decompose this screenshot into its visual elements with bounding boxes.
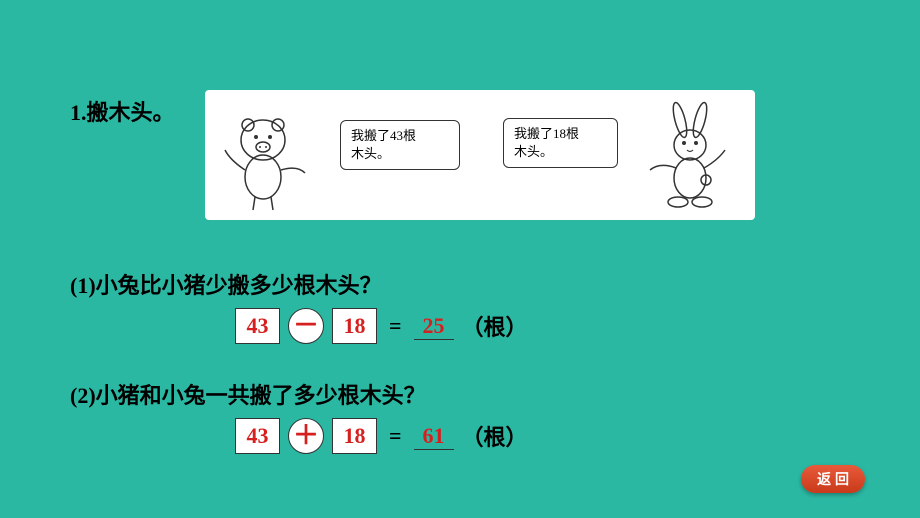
q1-operator: － [288, 308, 324, 344]
q2-result: 61 [414, 423, 454, 450]
rabbit-character [620, 100, 740, 215]
q1-equals: = [389, 313, 402, 339]
q2-unit: （根） [462, 420, 528, 452]
pig-speech-text-2: 木头。 [351, 145, 449, 163]
q2-operand2: 18 [332, 418, 377, 454]
q2-operand1: 43 [235, 418, 280, 454]
illustration-panel: 我搬了43根 木头。 我搬了18根 木头。 [205, 90, 755, 220]
q2-operator: ＋ [288, 418, 324, 454]
return-button[interactable]: 返 回 [801, 465, 865, 493]
q2-equals: = [389, 423, 402, 449]
equation-2: 43 ＋ 18 = 61 （根） [235, 418, 528, 454]
pig-speech-bubble: 我搬了43根 木头。 [340, 120, 460, 170]
rabbit-speech-text-1: 我搬了18根 [514, 125, 607, 143]
q1-unit: （根） [462, 310, 528, 342]
equation-1: 43 － 18 = 25 （根） [235, 308, 528, 344]
problem-title: 1.搬木头。 [70, 95, 175, 127]
q1-result: 25 [414, 313, 454, 340]
pig-character [215, 105, 325, 215]
q1-operand1: 43 [235, 308, 280, 344]
rabbit-speech-text-2: 木头。 [514, 143, 607, 161]
question-1-text: (1)小兔比小猪少搬多少根木头？ [70, 268, 382, 300]
q1-operand2: 18 [332, 308, 377, 344]
rabbit-speech-bubble: 我搬了18根 木头。 [503, 118, 618, 168]
question-2-text: (2)小猪和小兔一共搬了多少根木头？ [70, 378, 426, 410]
pig-speech-text-1: 我搬了43根 [351, 127, 449, 145]
